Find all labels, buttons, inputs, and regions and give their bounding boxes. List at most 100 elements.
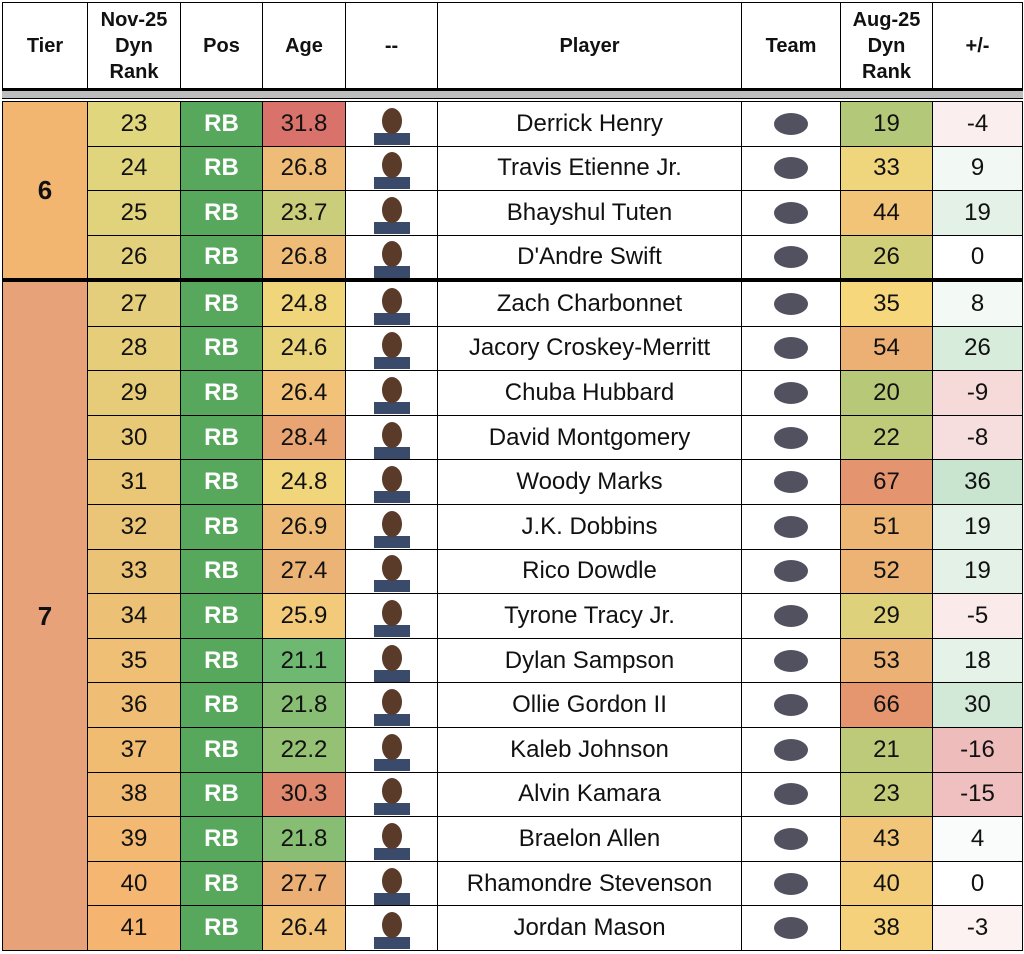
- rank: 37: [87, 727, 181, 773]
- position: RB: [180, 101, 263, 147]
- position: RB: [180, 548, 263, 595]
- age: 21.8: [262, 682, 346, 728]
- prior-rank: 52: [840, 548, 933, 595]
- position: RB: [180, 370, 263, 416]
- team-logo: [741, 370, 841, 416]
- team-logo: [741, 860, 841, 907]
- headshot: [345, 325, 438, 372]
- prior-rank: 44: [840, 190, 933, 236]
- header-cell: Pos: [180, 2, 263, 89]
- rank-change: 8: [932, 281, 1023, 327]
- age: 26.8: [262, 234, 346, 280]
- player-name: Travis Etienne Jr.: [437, 145, 742, 191]
- headshot: [345, 727, 438, 773]
- prior-rank: 51: [840, 504, 933, 550]
- team-logo: [741, 325, 841, 372]
- rank: 41: [87, 905, 181, 951]
- rank-change: 19: [932, 190, 1023, 236]
- player-name: David Montgomery: [437, 414, 742, 461]
- position: RB: [180, 281, 263, 327]
- position: RB: [180, 860, 263, 907]
- rank: 27: [87, 281, 181, 327]
- team-logo: [741, 637, 841, 684]
- rank: 38: [87, 771, 181, 818]
- player-name: Jordan Mason: [437, 905, 742, 951]
- rank-change: 0: [932, 234, 1023, 280]
- player-name: Rico Dowdle: [437, 548, 742, 595]
- player-name: Derrick Henry: [437, 101, 742, 147]
- headshot: [345, 234, 438, 280]
- position: RB: [180, 593, 263, 639]
- header-cell: +/-: [932, 2, 1023, 89]
- player-name: Tyrone Tracy Jr.: [437, 593, 742, 639]
- headshot: [345, 101, 438, 147]
- tier: 7: [2, 281, 88, 951]
- rank-change: -15: [932, 771, 1023, 818]
- headshot: [345, 593, 438, 639]
- headshot: [345, 548, 438, 595]
- rank-change: -9: [932, 370, 1023, 416]
- header-cell: Aug-25 Dyn Rank: [840, 2, 933, 89]
- headshot: [345, 771, 438, 818]
- age: 26.4: [262, 905, 346, 951]
- team-logo: [741, 816, 841, 862]
- headshot: [345, 860, 438, 907]
- rank: 39: [87, 816, 181, 862]
- prior-rank: 29: [840, 593, 933, 639]
- prior-rank: 21: [840, 727, 933, 773]
- team-logo: [741, 593, 841, 639]
- headshot: [345, 370, 438, 416]
- header-cell: Age: [262, 2, 346, 89]
- prior-rank: 38: [840, 905, 933, 951]
- player-name: Braelon Allen: [437, 816, 742, 862]
- separator: [2, 89, 1023, 99]
- team-logo: [741, 771, 841, 818]
- age: 28.4: [262, 414, 346, 461]
- prior-rank: 22: [840, 414, 933, 461]
- headshot: [345, 682, 438, 728]
- age: 26.4: [262, 370, 346, 416]
- rank-change: 30: [932, 682, 1023, 728]
- team-logo: [741, 548, 841, 595]
- position: RB: [180, 325, 263, 372]
- prior-rank: 53: [840, 637, 933, 684]
- headshot: [345, 905, 438, 951]
- tier: 6: [2, 101, 88, 280]
- rank: 26: [87, 234, 181, 280]
- rank-change: 9: [932, 145, 1023, 191]
- player-name: Chuba Hubbard: [437, 370, 742, 416]
- age: 24.6: [262, 325, 346, 372]
- headshot: [345, 190, 438, 236]
- header-cell: Team: [741, 2, 841, 89]
- headshot: [345, 504, 438, 550]
- prior-rank: 66: [840, 682, 933, 728]
- age: 31.8: [262, 101, 346, 147]
- team-logo: [741, 190, 841, 236]
- prior-rank: 43: [840, 816, 933, 862]
- team-logo: [741, 504, 841, 550]
- rank: 34: [87, 593, 181, 639]
- headshot: [345, 414, 438, 461]
- team-logo: [741, 145, 841, 191]
- player-name: Alvin Kamara: [437, 771, 742, 818]
- position: RB: [180, 727, 263, 773]
- player-name: Dylan Sampson: [437, 637, 742, 684]
- player-name: Ollie Gordon II: [437, 682, 742, 728]
- age: 21.8: [262, 816, 346, 862]
- prior-rank: 20: [840, 370, 933, 416]
- rank: 28: [87, 325, 181, 372]
- prior-rank: 19: [840, 101, 933, 147]
- header-cell: Player: [437, 2, 742, 89]
- prior-rank: 26: [840, 234, 933, 280]
- rank: 31: [87, 459, 181, 505]
- headshot: [345, 145, 438, 191]
- age: 21.1: [262, 637, 346, 684]
- position: RB: [180, 816, 263, 862]
- position: RB: [180, 234, 263, 280]
- headshot: [345, 281, 438, 327]
- header-cell: Nov-25 Dyn Rank: [87, 2, 181, 89]
- rank: 24: [87, 145, 181, 191]
- header-cell: Tier: [2, 2, 88, 89]
- team-logo: [741, 101, 841, 147]
